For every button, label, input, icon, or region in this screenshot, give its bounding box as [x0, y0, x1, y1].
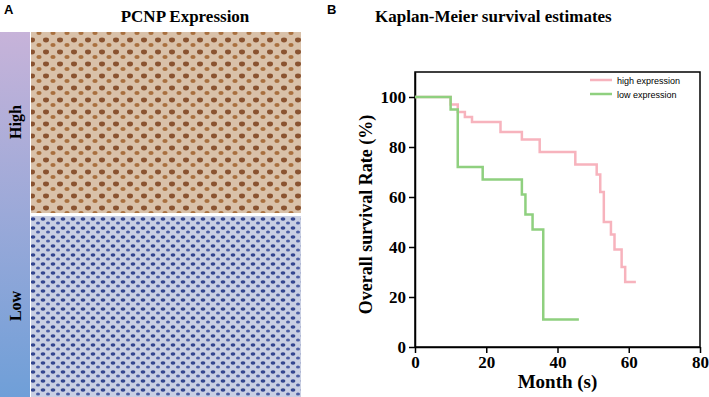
x-tick: 0 [411, 347, 420, 372]
y-tick: 40 [389, 238, 415, 257]
panel-label: B [327, 2, 336, 17]
legend-swatch [590, 79, 612, 82]
x-tick: 60 [621, 347, 638, 372]
y-tick-mark [409, 147, 415, 149]
y-tick-label: 20 [389, 288, 406, 307]
y-axis-line [415, 73, 417, 348]
y-tick-label: 60 [389, 188, 406, 207]
y-tick-mark [409, 347, 415, 349]
legend-swatch [590, 93, 612, 96]
x-tick: 40 [550, 347, 567, 372]
x-tick-label: 80 [692, 353, 709, 372]
y-tick-mark [409, 97, 415, 99]
y-tick: 80 [389, 138, 415, 157]
y-tick-mark [409, 247, 415, 249]
y-tick-label: 0 [398, 338, 407, 357]
x-tick-label: 0 [411, 353, 420, 372]
plot-lines [415, 97, 636, 320]
y-tick-label: 100 [381, 88, 407, 107]
plot-frame [415, 72, 700, 347]
side-bar [0, 32, 30, 397]
y-tick-mark [409, 297, 415, 299]
y-tick-mark [409, 197, 415, 199]
histology-image [31, 216, 301, 397]
histology-image [31, 32, 301, 213]
row-label: High [7, 105, 25, 139]
legend: high expression low expression [590, 76, 680, 100]
legend-entry: high expression [590, 76, 680, 86]
x-axis: 0 20 40 60 80 [411, 347, 709, 372]
x-tick: 20 [478, 347, 495, 372]
panel-title: PCNP Expression [121, 7, 250, 26]
y-tick: 100 [381, 88, 416, 107]
legend-entry: low expression [590, 90, 677, 100]
y-tick: 60 [389, 188, 415, 207]
x-tick-label: 60 [621, 353, 638, 372]
y-tick-label: 80 [389, 138, 406, 157]
legend-label: low expression [617, 90, 677, 100]
y-tick: 0 [398, 338, 416, 357]
chart-title: Kaplan-Meier survival estimates [375, 7, 612, 26]
x-tick-label: 20 [478, 353, 495, 372]
figure: A PCNP Expression High Low B Kaplan-Meier sur… [0, 0, 709, 397]
x-tick-label: 40 [550, 353, 567, 372]
panel-label: A [4, 2, 14, 17]
row-label: Low [7, 290, 24, 321]
y-tick: 20 [389, 288, 415, 307]
survival-line [415, 97, 636, 282]
y-tick-label: 40 [389, 238, 406, 257]
x-tick: 80 [692, 347, 709, 372]
survival-line [415, 97, 579, 320]
y-axis-title: Overall survival Rate (%) [356, 115, 377, 314]
x-axis-title: Month (s) [518, 371, 598, 393]
y-axis: 0 20 40 60 80 100 [381, 73, 416, 357]
legend-label: high expression [617, 76, 680, 86]
